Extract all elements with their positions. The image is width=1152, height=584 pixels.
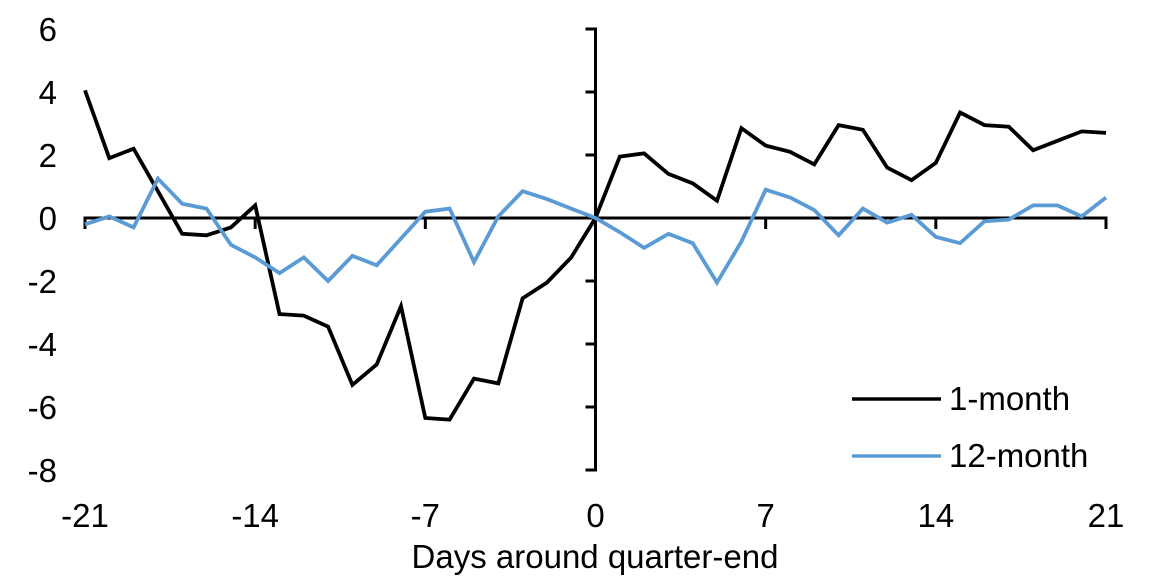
x-tick-label: 14	[917, 497, 954, 534]
data-series	[83, 89, 1108, 422]
tick-labels: -21 -14 -7 0 7 14 21 6 4 2 0 -2 -4 -6 -8	[28, 11, 1125, 534]
x-axis-title: Days around quarter-end	[412, 538, 779, 575]
y-tick-label: -6	[28, 389, 57, 426]
y-tick-label: 2	[39, 137, 57, 174]
series-line-12-month	[84, 175, 1108, 287]
y-tick-label: -4	[28, 326, 57, 363]
x-tick-label: -7	[411, 497, 440, 534]
y-tick-label: 0	[39, 200, 57, 237]
y-tick-label: -2	[28, 263, 57, 300]
x-tick-label: 7	[756, 497, 774, 534]
legend-label-1-month: 1-month	[949, 380, 1070, 417]
x-tick-label: -14	[231, 497, 279, 534]
legend-label-12-month: 12-month	[949, 437, 1088, 474]
y-tick-label: -8	[28, 452, 57, 489]
x-tick-label: 21	[1088, 497, 1125, 534]
x-tick-label: -21	[61, 497, 109, 534]
y-tick-label: 4	[39, 74, 57, 111]
legend: 1-month 12-month	[852, 380, 1088, 474]
y-tick-label: 6	[39, 11, 57, 48]
x-tick-label: 0	[586, 497, 604, 534]
